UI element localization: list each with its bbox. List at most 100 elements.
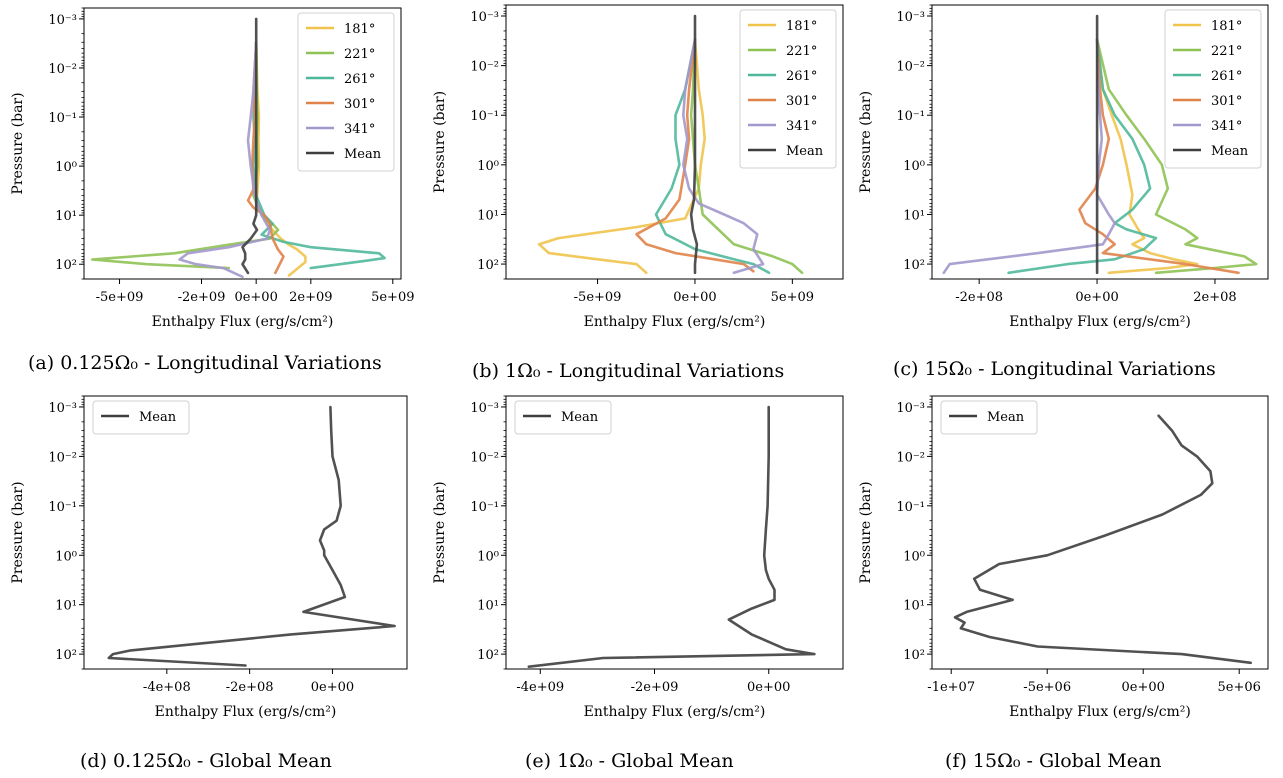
y-tick-label: 10⁰ bbox=[477, 159, 499, 174]
legend-entry: 221° bbox=[786, 44, 817, 59]
y-tick-label: 10² bbox=[903, 258, 925, 273]
y-tick-label: 10⁻² bbox=[896, 450, 925, 465]
y-tick-label: 10⁻³ bbox=[470, 10, 499, 25]
x-tick-label: 2e+09 bbox=[289, 290, 332, 305]
y-tick-label: 10¹ bbox=[55, 209, 77, 224]
series-line-261 bbox=[654, 38, 771, 275]
legend-entry: Mean bbox=[344, 147, 382, 162]
series-line-261 bbox=[1007, 38, 1158, 275]
series-group bbox=[953, 414, 1252, 665]
x-tick-label: 0e+00 bbox=[234, 290, 277, 305]
chart-panel-3: 10⁻³ 10⁻² 10⁻¹ 10⁰ 10¹ 10² -2e+08 0e+00 2e+08Ent… bbox=[858, 4, 1269, 380]
series-group bbox=[942, 14, 1258, 275]
series-line-221 bbox=[689, 38, 804, 275]
legend: 181° 221° 261° 301° 341° Mean bbox=[739, 9, 837, 169]
y-tick-label: 10¹ bbox=[477, 599, 499, 614]
panel-caption: (b) 1Ω₀ - Longitudinal Variations bbox=[472, 360, 784, 382]
series-line-301 bbox=[1078, 38, 1240, 275]
legend-entry: 181° bbox=[786, 19, 817, 34]
y-tick-label: 10¹ bbox=[903, 599, 925, 614]
series-line-mean bbox=[953, 414, 1252, 665]
legend-entry: 261° bbox=[344, 72, 375, 87]
x-tick-label: -2e+08 bbox=[226, 680, 274, 695]
x-tick-label: -4e+09 bbox=[516, 680, 564, 695]
y-tick-label: 10¹ bbox=[477, 208, 499, 223]
axes-frame bbox=[83, 7, 402, 280]
legend-entry: Mean bbox=[1211, 144, 1249, 159]
legend-entry: 341° bbox=[786, 119, 817, 134]
x-tick-label: 0e+00 bbox=[311, 680, 354, 695]
x-tick-label: 5e+06 bbox=[1217, 680, 1260, 695]
y-tick-label: 10⁻² bbox=[48, 62, 77, 77]
series-line-181 bbox=[537, 38, 707, 275]
series-line-mean bbox=[527, 405, 816, 669]
y-tick-label: 10⁻¹ bbox=[48, 111, 77, 126]
y-tick-label: 10⁻³ bbox=[470, 401, 499, 416]
x-tick-label: 0e+00 bbox=[1075, 290, 1118, 305]
panel-caption: (a) 0.125Ω₀ - Longitudinal Variations bbox=[28, 352, 382, 374]
legend-entry: Mean bbox=[139, 410, 177, 425]
axes-frame bbox=[505, 395, 844, 670]
axes-frame bbox=[83, 395, 408, 670]
x-axis-label: Enthalpy Flux (erg/s/cm²) bbox=[1009, 314, 1191, 330]
y-tick-label: 10² bbox=[477, 258, 499, 273]
legend: 181° 221° 261° 301° 341° Mean bbox=[1164, 9, 1262, 169]
y-tick-label: 10⁻³ bbox=[48, 401, 77, 416]
y-tick-label: 10⁰ bbox=[55, 160, 77, 175]
legend: Mean bbox=[940, 400, 1038, 435]
panel-caption: (f) 15Ω₀ - Global Mean bbox=[945, 750, 1162, 772]
series-line-181 bbox=[1095, 38, 1199, 275]
legend-entry: 301° bbox=[1211, 94, 1242, 109]
legend-entry: 261° bbox=[1211, 69, 1242, 84]
y-tick-label: 10⁻³ bbox=[896, 10, 925, 25]
y-tick-label: 10⁻³ bbox=[48, 13, 77, 28]
x-axis-label: Enthalpy Flux (erg/s/cm²) bbox=[584, 704, 766, 720]
legend-entry: 341° bbox=[1211, 119, 1242, 134]
x-tick-label: 2e+08 bbox=[1193, 290, 1236, 305]
legend-entry: 221° bbox=[344, 47, 375, 62]
y-tick-label: 10⁻² bbox=[470, 450, 499, 465]
series-line-341 bbox=[942, 38, 1116, 275]
x-tick-label: 0e+00 bbox=[1121, 680, 1164, 695]
legend-entry: 181° bbox=[1211, 19, 1242, 34]
y-axis-label: Pressure (bar) bbox=[10, 92, 26, 194]
legend-box bbox=[514, 400, 612, 435]
x-axis-label: Enthalpy Flux (erg/s/cm²) bbox=[1009, 704, 1191, 720]
y-tick-label: 10⁻¹ bbox=[48, 500, 77, 515]
y-axis-label: Pressure (bar) bbox=[858, 481, 874, 583]
series-group bbox=[537, 14, 804, 275]
y-axis-label: Pressure (bar) bbox=[858, 91, 874, 193]
y-tick-label: 10⁰ bbox=[903, 549, 925, 564]
series-line-mean bbox=[689, 14, 699, 275]
panel-caption: (e) 1Ω₀ - Global Mean bbox=[525, 750, 734, 772]
x-tick-label: 0e+00 bbox=[673, 290, 716, 305]
x-tick-label: -5e+09 bbox=[574, 290, 622, 305]
series-line-301 bbox=[635, 38, 755, 273]
legend-entry: 261° bbox=[786, 69, 817, 84]
x-tick-label: -5e+06 bbox=[1023, 680, 1071, 695]
y-tick-label: 10² bbox=[55, 258, 77, 273]
legend-entry: 181° bbox=[344, 22, 375, 37]
y-tick-label: 10¹ bbox=[903, 208, 925, 223]
y-tick-label: 10⁰ bbox=[477, 549, 499, 564]
x-tick-label: -5e+09 bbox=[96, 290, 144, 305]
panel-caption: (d) 0.125Ω₀ - Global Mean bbox=[80, 750, 332, 772]
y-tick-label: 10⁻¹ bbox=[470, 500, 499, 515]
chart-panel-5: 10⁻³ 10⁻² 10⁻¹ 10⁰ 10¹ 10² -4e+09 -2e+09 0e+00 En… bbox=[432, 395, 844, 772]
y-axis-label: Pressure (bar) bbox=[432, 481, 448, 583]
legend: 181° 221° 261° 301° 341° Mean bbox=[297, 12, 395, 172]
legend: Mean bbox=[514, 400, 612, 435]
legend: Mean bbox=[92, 400, 190, 435]
y-tick-label: 10⁻³ bbox=[896, 401, 925, 416]
series-line-341 bbox=[681, 38, 765, 275]
y-tick-label: 10² bbox=[55, 648, 77, 663]
legend-entry: Mean bbox=[561, 410, 599, 425]
y-tick-label: 10² bbox=[903, 648, 925, 663]
legend-entry: 301° bbox=[344, 97, 375, 112]
legend-entry: 301° bbox=[786, 94, 817, 109]
series-line-341 bbox=[178, 40, 272, 279]
legend-entry: 221° bbox=[1211, 44, 1242, 59]
x-tick-label: -4e+08 bbox=[143, 680, 191, 695]
y-tick-label: 10⁻² bbox=[470, 60, 499, 75]
